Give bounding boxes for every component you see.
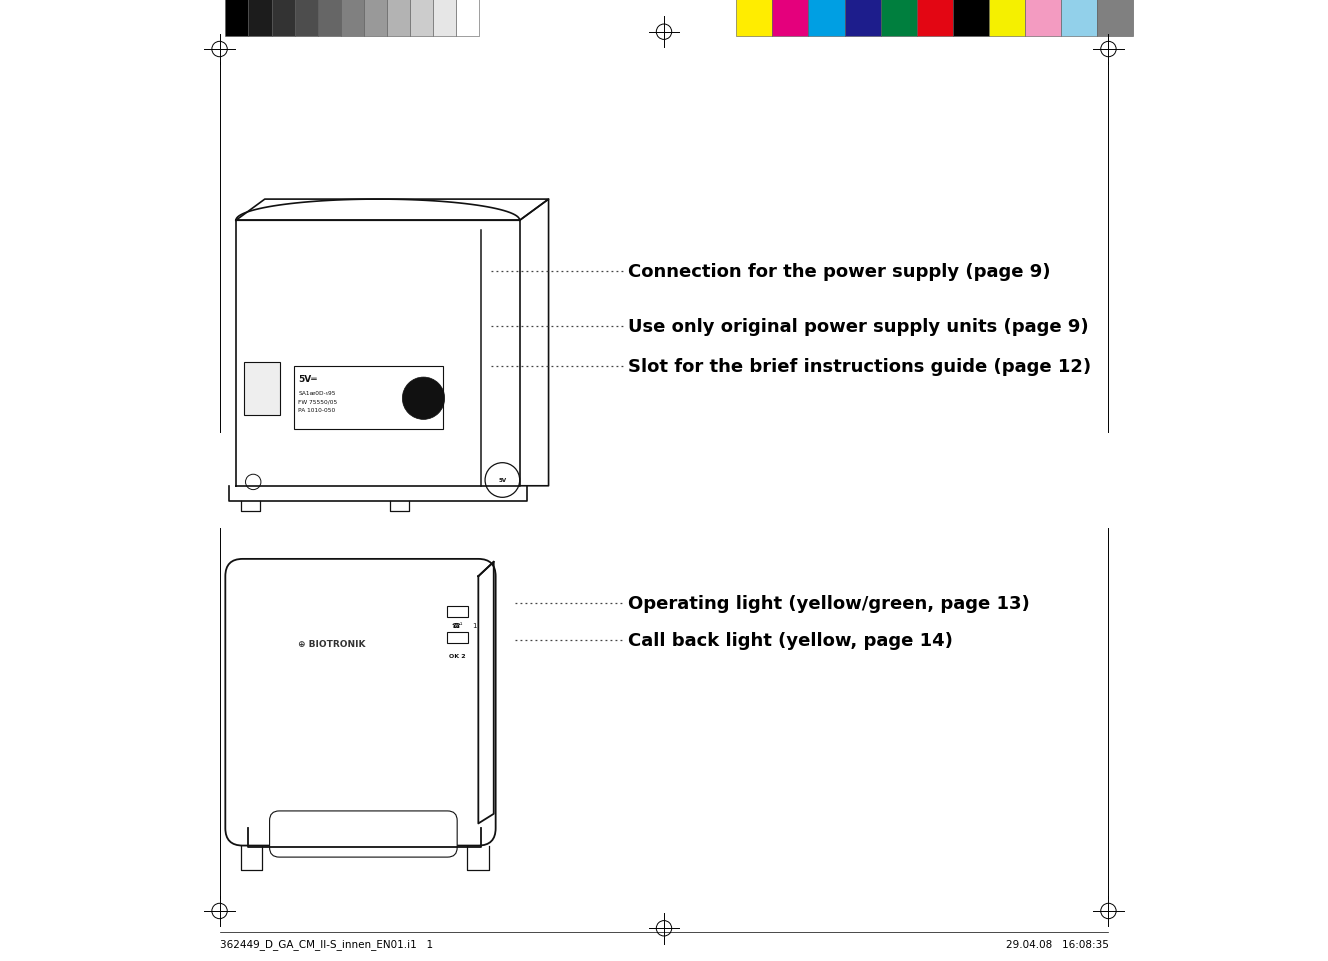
Circle shape — [246, 475, 260, 490]
Bar — [226, 0, 248, 37]
Text: 1: 1 — [473, 623, 477, 628]
Text: Slot for the brief instructions guide (page 12): Slot for the brief instructions guide (p… — [628, 358, 1092, 376]
Text: Operating light (yellow/green, page 13): Operating light (yellow/green, page 13) — [628, 595, 1031, 612]
Text: SA1ᴂ0D-₅95: SA1ᴂ0D-₅95 — [299, 390, 336, 396]
Text: 5V: 5V — [498, 478, 506, 483]
Bar — [457, 0, 479, 37]
Text: ⊕ BIOTRONIK: ⊕ BIOTRONIK — [299, 639, 365, 649]
Text: ☎¹: ☎¹ — [452, 623, 463, 628]
Bar — [916, 0, 954, 37]
Bar — [248, 0, 271, 37]
Text: 5V═: 5V═ — [299, 375, 317, 384]
Bar — [773, 0, 809, 37]
Bar — [736, 0, 773, 37]
Bar — [271, 0, 295, 37]
Bar — [295, 0, 317, 37]
Bar — [317, 0, 341, 37]
Text: 362449_D_GA_CM_II-S_innen_EN01.i1   1: 362449_D_GA_CM_II-S_innen_EN01.i1 1 — [219, 938, 433, 949]
Text: OK 2: OK 2 — [449, 653, 466, 658]
FancyBboxPatch shape — [270, 811, 457, 857]
Text: FW 75550/05: FW 75550/05 — [299, 399, 337, 405]
Bar — [433, 0, 457, 37]
Bar — [446, 606, 467, 617]
Bar — [446, 632, 467, 643]
Bar — [386, 0, 410, 37]
Circle shape — [402, 378, 445, 420]
Bar — [880, 0, 916, 37]
Bar — [243, 362, 280, 415]
Text: 29.04.08   16:08:35: 29.04.08 16:08:35 — [1005, 939, 1109, 949]
Bar — [1025, 0, 1061, 37]
Bar — [293, 367, 442, 430]
Bar — [364, 0, 386, 37]
Bar — [809, 0, 845, 37]
Text: PA 1010-050: PA 1010-050 — [299, 407, 336, 413]
Text: Connection for the power supply (page 9): Connection for the power supply (page 9) — [628, 263, 1050, 281]
Bar — [845, 0, 880, 37]
Bar — [989, 0, 1025, 37]
Bar — [1097, 0, 1134, 37]
Bar — [341, 0, 364, 37]
Text: Use only original power supply units (page 9): Use only original power supply units (pa… — [628, 318, 1089, 335]
Circle shape — [485, 463, 519, 498]
FancyBboxPatch shape — [226, 559, 495, 846]
Bar — [410, 0, 433, 37]
Text: Call back light (yellow, page 14): Call back light (yellow, page 14) — [628, 631, 954, 649]
Bar — [954, 0, 989, 37]
Bar — [1061, 0, 1097, 37]
